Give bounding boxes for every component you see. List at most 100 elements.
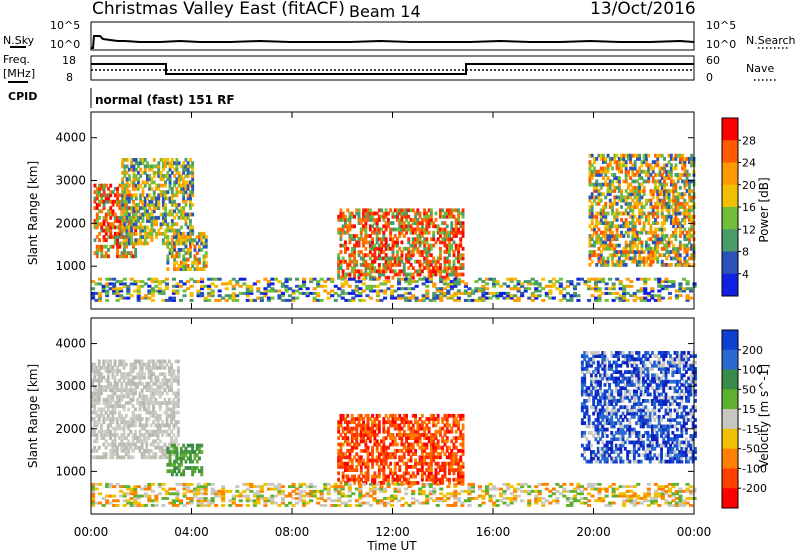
freq-left-tick-top: 18 <box>62 54 76 67</box>
echo-cell <box>620 224 623 229</box>
echo-cell <box>492 284 497 288</box>
echo-cell <box>140 280 145 284</box>
echo-cell <box>161 280 166 284</box>
echo-cell <box>593 224 596 229</box>
echo-cell <box>647 166 651 171</box>
echo-cell <box>389 246 393 251</box>
echo-cell <box>106 394 110 399</box>
echo-cell <box>111 372 115 377</box>
echo-cell <box>653 298 658 302</box>
echo-cell <box>620 250 623 254</box>
echo-cell <box>134 388 137 393</box>
echo-cell <box>622 289 627 293</box>
echo-cell <box>624 253 628 258</box>
echo-cell <box>418 455 422 460</box>
echo-cell <box>681 160 685 164</box>
echo-cell <box>418 298 423 302</box>
echo-cell <box>171 298 176 302</box>
echo-cell <box>150 199 154 204</box>
echo-cell <box>685 230 689 235</box>
echo-cell <box>127 455 131 460</box>
echo-cell <box>429 275 433 280</box>
echo-cell <box>432 269 436 274</box>
echo-cell <box>453 277 458 281</box>
echo-cell <box>121 241 125 246</box>
echo-cell <box>164 193 167 198</box>
echo-cell <box>391 246 395 251</box>
echo-cell <box>690 157 694 161</box>
echo-cell <box>551 282 556 286</box>
echo-cell <box>178 284 183 288</box>
echo-cell <box>588 211 592 216</box>
echo-cell <box>127 423 131 428</box>
echo-cell <box>156 433 160 437</box>
echo-cell <box>654 221 657 225</box>
echo-cell <box>339 211 343 216</box>
echo-cell <box>645 214 648 219</box>
echo-cell <box>122 445 126 450</box>
echo-cell <box>651 246 655 251</box>
echo-cell <box>400 214 404 219</box>
echo-cell <box>122 372 126 377</box>
echo-cell <box>179 209 183 214</box>
echo-cell <box>182 289 187 293</box>
echo-cell <box>146 241 149 246</box>
echo-cell <box>427 272 431 277</box>
echo-cell <box>411 240 415 245</box>
echo-cell <box>620 166 623 171</box>
echo-cell <box>129 391 133 396</box>
echo-cell <box>375 449 379 453</box>
echo-cell <box>520 294 525 298</box>
echo-cell <box>111 407 115 412</box>
echo-cell <box>166 244 170 249</box>
echo-cell <box>337 452 341 456</box>
echo-cell <box>402 413 406 418</box>
echo-cell <box>143 203 147 207</box>
echo-cell <box>371 263 374 267</box>
echo-cell <box>111 452 115 456</box>
echo-cell <box>164 235 167 239</box>
echo-cell <box>353 468 356 472</box>
echo-cell <box>434 224 438 229</box>
echo-cell <box>130 228 134 233</box>
echo-cell <box>337 461 341 466</box>
echo-cell <box>120 420 124 425</box>
echo-cell <box>177 462 181 467</box>
cpid-panel: CPID normal (fast) 151 RF <box>8 88 235 108</box>
echo-cell <box>416 272 420 277</box>
echo-cell <box>312 296 317 300</box>
echo-cell <box>656 240 660 245</box>
echo-cell <box>102 238 106 243</box>
echo-cell <box>602 246 605 251</box>
echo-cell <box>357 243 361 248</box>
echo-cell <box>434 423 438 428</box>
echo-cell <box>163 401 167 405</box>
echo-cell <box>91 369 94 373</box>
echo-cell <box>202 257 206 262</box>
echo-cell <box>481 298 486 302</box>
echo-cell <box>685 214 689 219</box>
echo-cell <box>198 231 201 236</box>
echo-cell <box>384 429 388 434</box>
echo-cell <box>125 170 129 175</box>
echo-cell <box>391 275 395 280</box>
echo-cell <box>446 296 451 300</box>
echo-cell <box>333 298 338 302</box>
echo-cell <box>228 280 233 284</box>
echo-cell <box>450 449 454 453</box>
echo-cell <box>366 445 370 450</box>
echo-cell <box>159 193 163 198</box>
echo-cell <box>382 269 386 274</box>
echo-cell <box>102 215 106 220</box>
echo-cell <box>631 169 635 174</box>
echo-cell <box>477 289 482 293</box>
echo-cell <box>123 209 127 214</box>
echo-cell <box>391 442 395 447</box>
echo-cell <box>337 256 341 261</box>
echo-cell <box>170 235 174 239</box>
echo-cell <box>657 296 662 300</box>
echo-cell <box>107 225 110 230</box>
echo-cell <box>443 423 447 428</box>
echo-cell <box>157 183 161 188</box>
echo-cell <box>681 277 686 281</box>
